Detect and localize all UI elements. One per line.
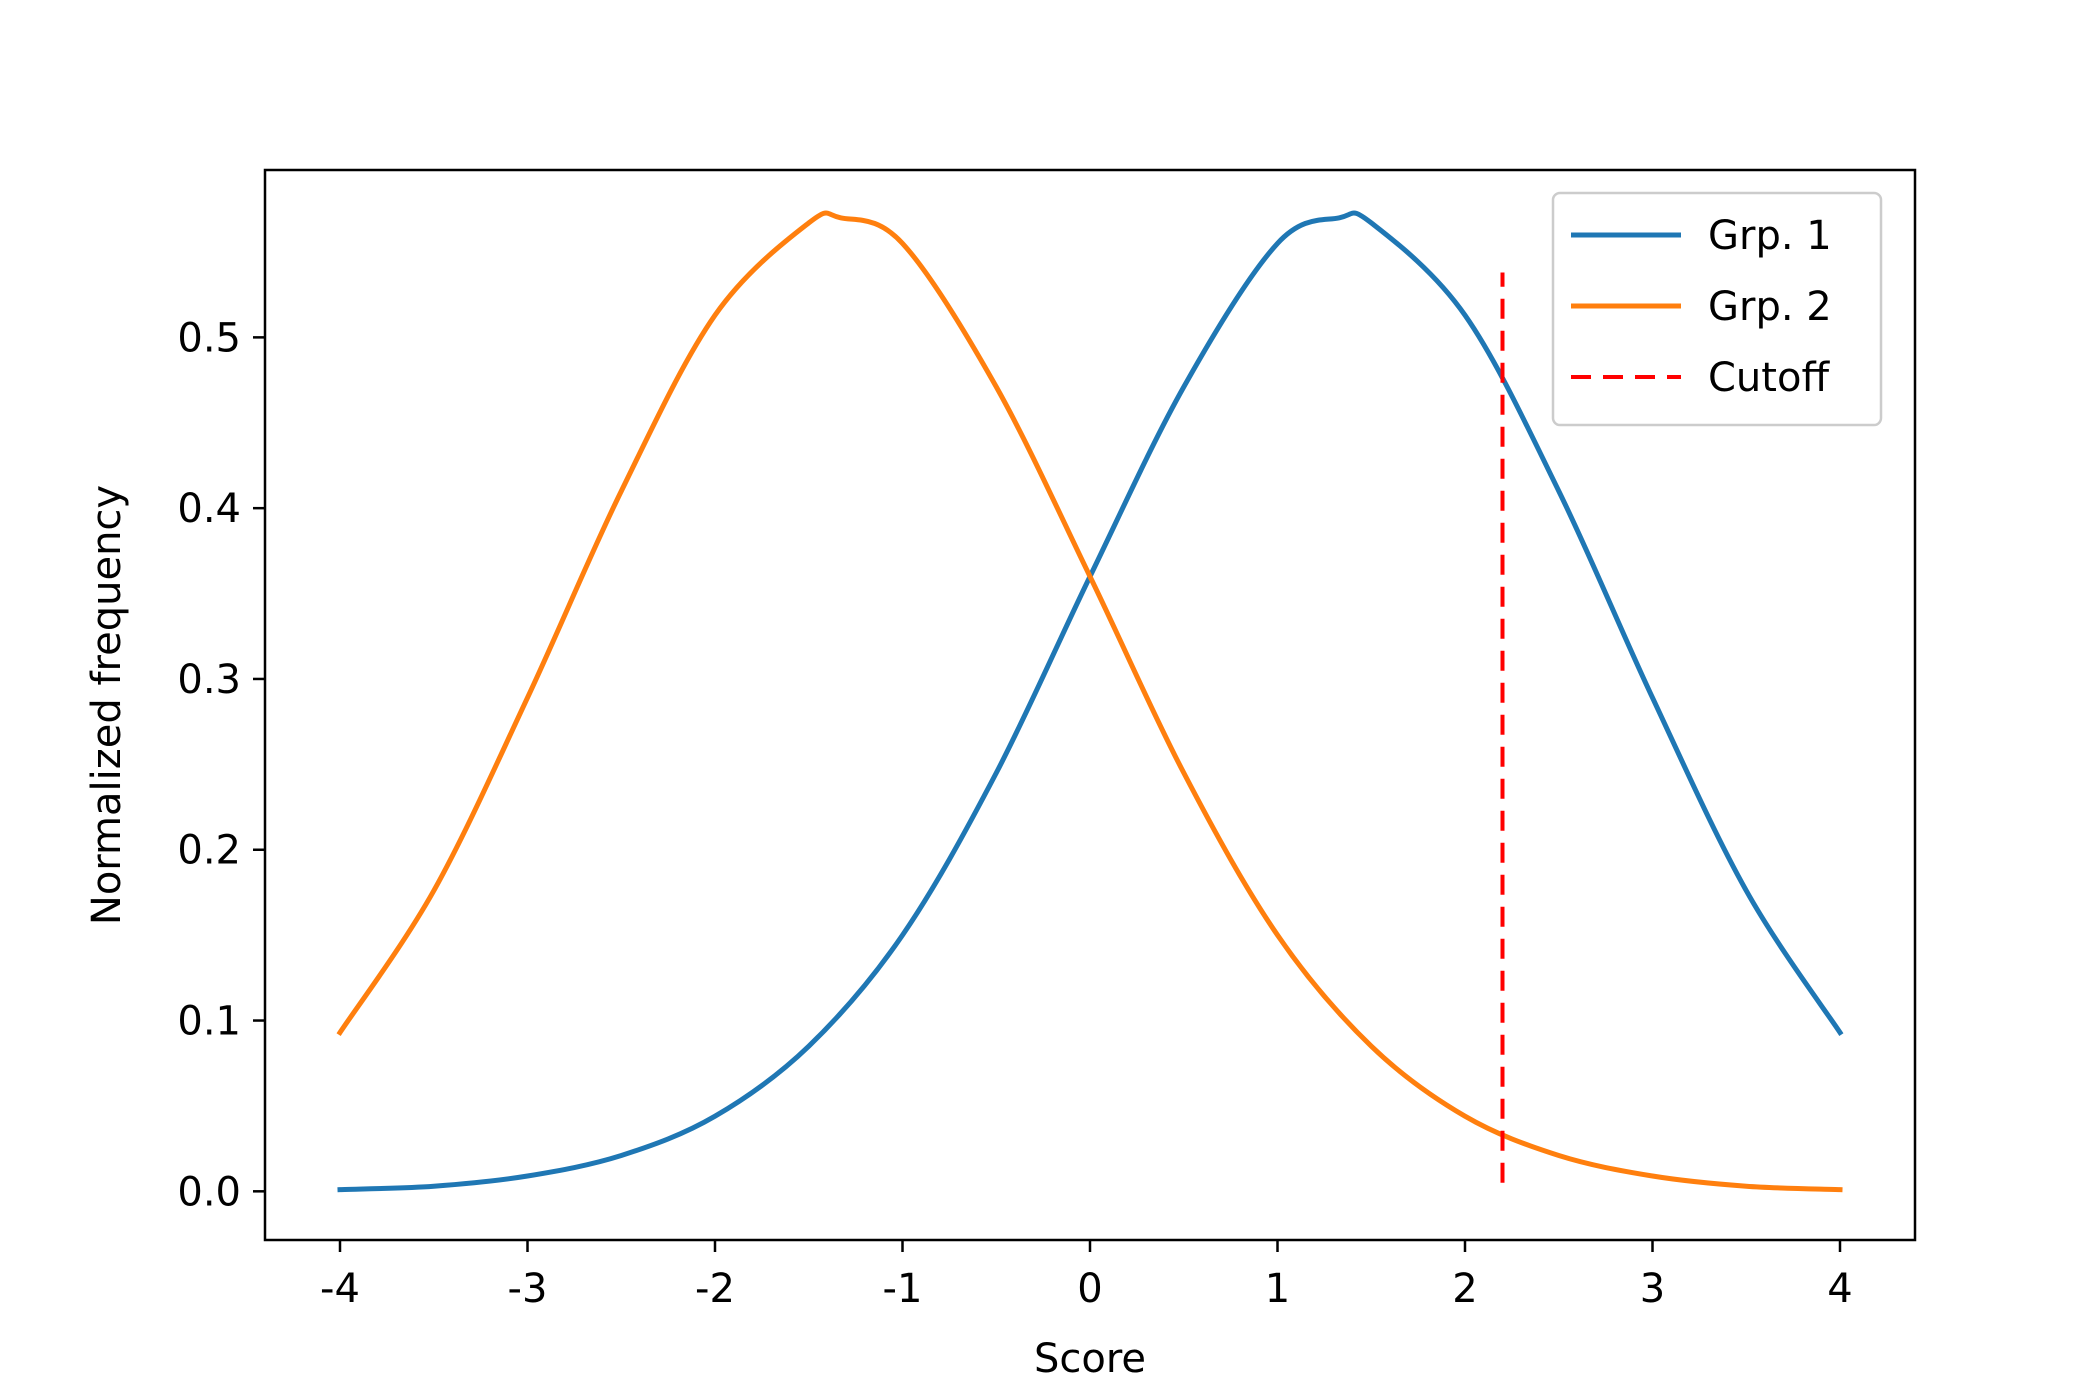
x-tick-label: -4 bbox=[320, 1266, 360, 1312]
x-tick-label: -3 bbox=[508, 1266, 548, 1312]
legend-label-grp-2: Grp. 2 bbox=[1708, 284, 1832, 330]
y-axis: 0.0 0.1 0.2 0.3 0.4 0.5 bbox=[177, 315, 265, 1215]
legend-label-cutoff: Cutoff bbox=[1708, 355, 1830, 401]
x-axis: -4 -3 -2 -1 0 1 2 3 4 bbox=[320, 1240, 1853, 1312]
x-axis-label: Score bbox=[1034, 1336, 1146, 1382]
y-tick-label: 0.5 bbox=[177, 315, 241, 361]
x-tick-label: -1 bbox=[883, 1266, 923, 1312]
legend: Grp. 1 Grp. 2 Cutoff bbox=[1551, 191, 1883, 427]
y-tick-label: 0.2 bbox=[177, 828, 241, 874]
series-line-grp-1 bbox=[337, 210, 1844, 1193]
x-tick-label: 1 bbox=[1265, 1266, 1290, 1312]
y-tick-label: 0.4 bbox=[177, 486, 241, 532]
x-tick-label: 4 bbox=[1827, 1266, 1852, 1312]
legend-box bbox=[1551, 191, 1883, 427]
x-tick-label: 3 bbox=[1640, 1266, 1665, 1312]
y-tick-label: 0.3 bbox=[177, 657, 241, 703]
y-axis-label: Normalized frequency bbox=[84, 485, 130, 925]
series-line-grp-2 bbox=[336, 210, 1843, 1193]
x-tick-label: 0 bbox=[1077, 1266, 1102, 1312]
x-tick-label: 2 bbox=[1452, 1266, 1477, 1312]
x-tick-label: -2 bbox=[695, 1266, 735, 1312]
plot-area bbox=[336, 210, 1844, 1193]
y-tick-label: 0.1 bbox=[177, 999, 241, 1045]
legend-label-grp-1: Grp. 1 bbox=[1708, 213, 1832, 259]
y-tick-label: 0.0 bbox=[177, 1169, 241, 1215]
